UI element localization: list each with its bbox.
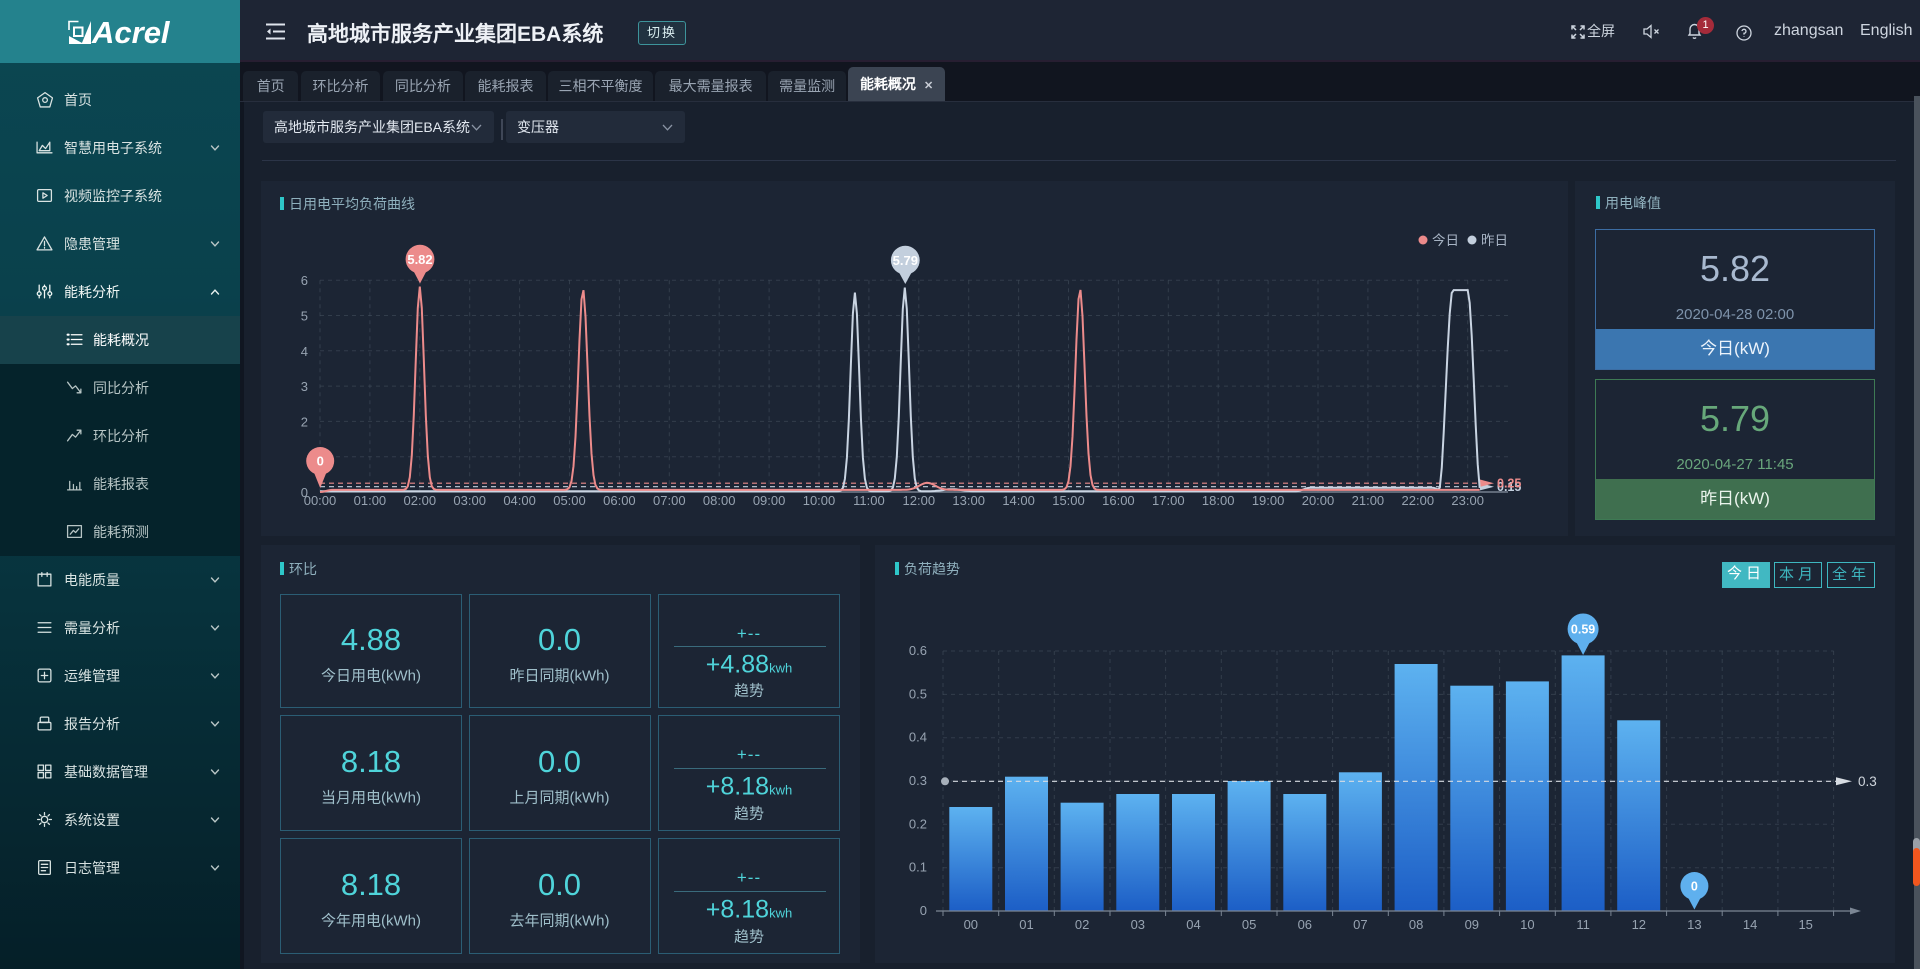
svg-text:21:00: 21:00 — [1352, 493, 1385, 508]
svg-text:14: 14 — [1743, 917, 1757, 932]
svg-text:3: 3 — [301, 379, 308, 394]
svg-text:03: 03 — [1131, 917, 1145, 932]
svg-text:0.2: 0.2 — [909, 816, 927, 831]
svg-text:08:00: 08:00 — [703, 493, 736, 508]
svg-text:5.79: 5.79 — [893, 253, 918, 268]
svg-text:06:00: 06:00 — [603, 493, 636, 508]
svg-text:01:00: 01:00 — [354, 493, 387, 508]
svg-text:0.25: 0.25 — [1497, 477, 1521, 491]
svg-text:0.3: 0.3 — [1858, 774, 1877, 789]
svg-text:12: 12 — [1632, 917, 1646, 932]
svg-text:03:00: 03:00 — [453, 493, 486, 508]
svg-text:0: 0 — [920, 903, 927, 918]
svg-text:0: 0 — [317, 454, 324, 469]
svg-text:17:00: 17:00 — [1152, 493, 1185, 508]
svg-text:0.3: 0.3 — [909, 773, 927, 788]
svg-text:16:00: 16:00 — [1102, 493, 1135, 508]
svg-text:23:00: 23:00 — [1451, 493, 1484, 508]
svg-text:15: 15 — [1798, 917, 1812, 932]
svg-text:12:00: 12:00 — [903, 493, 936, 508]
svg-text:0: 0 — [1691, 880, 1698, 894]
svg-text:13: 13 — [1687, 917, 1701, 932]
svg-text:4: 4 — [301, 344, 308, 359]
svg-text:2: 2 — [301, 414, 308, 429]
svg-text:07:00: 07:00 — [653, 493, 686, 508]
svg-text:22:00: 22:00 — [1402, 493, 1435, 508]
svg-text:07: 07 — [1353, 917, 1367, 932]
svg-text:04:00: 04:00 — [503, 493, 536, 508]
svg-text:10:00: 10:00 — [803, 493, 836, 508]
svg-text:13:00: 13:00 — [952, 493, 985, 508]
svg-text:00: 00 — [964, 917, 978, 932]
svg-text:20:00: 20:00 — [1302, 493, 1335, 508]
svg-text:0.15: 0.15 — [1497, 480, 1521, 494]
svg-text:02:00: 02:00 — [404, 493, 437, 508]
svg-text:5.82: 5.82 — [407, 252, 432, 267]
svg-text:0.1: 0.1 — [909, 860, 927, 875]
svg-text:5: 5 — [301, 309, 308, 324]
svg-text:昨日: 昨日 — [1481, 233, 1508, 248]
svg-text:今日: 今日 — [1432, 233, 1459, 248]
svg-text:08: 08 — [1409, 917, 1423, 932]
svg-text:11:00: 11:00 — [853, 493, 885, 508]
svg-text:09: 09 — [1465, 917, 1479, 932]
svg-text:15:00: 15:00 — [1052, 493, 1085, 508]
svg-text:02: 02 — [1075, 917, 1089, 932]
svg-text:11: 11 — [1576, 917, 1590, 932]
svg-text:10: 10 — [1520, 917, 1534, 932]
svg-text:09:00: 09:00 — [753, 493, 786, 508]
svg-text:19:00: 19:00 — [1252, 493, 1285, 508]
svg-text:0.5: 0.5 — [909, 686, 927, 701]
svg-text:06: 06 — [1298, 917, 1312, 932]
svg-text:6: 6 — [301, 273, 308, 288]
svg-text:01: 01 — [1019, 917, 1033, 932]
svg-text:14:00: 14:00 — [1002, 493, 1035, 508]
svg-text:05: 05 — [1242, 917, 1256, 932]
svg-text:00:00: 00:00 — [304, 493, 337, 508]
svg-text:0.4: 0.4 — [909, 730, 927, 745]
svg-text:0: 0 — [301, 485, 308, 500]
svg-text:04: 04 — [1186, 917, 1200, 932]
svg-text:0.59: 0.59 — [1571, 623, 1595, 637]
svg-text:18:00: 18:00 — [1202, 493, 1235, 508]
svg-text:05:00: 05:00 — [553, 493, 586, 508]
svg-text:0.6: 0.6 — [909, 643, 927, 658]
